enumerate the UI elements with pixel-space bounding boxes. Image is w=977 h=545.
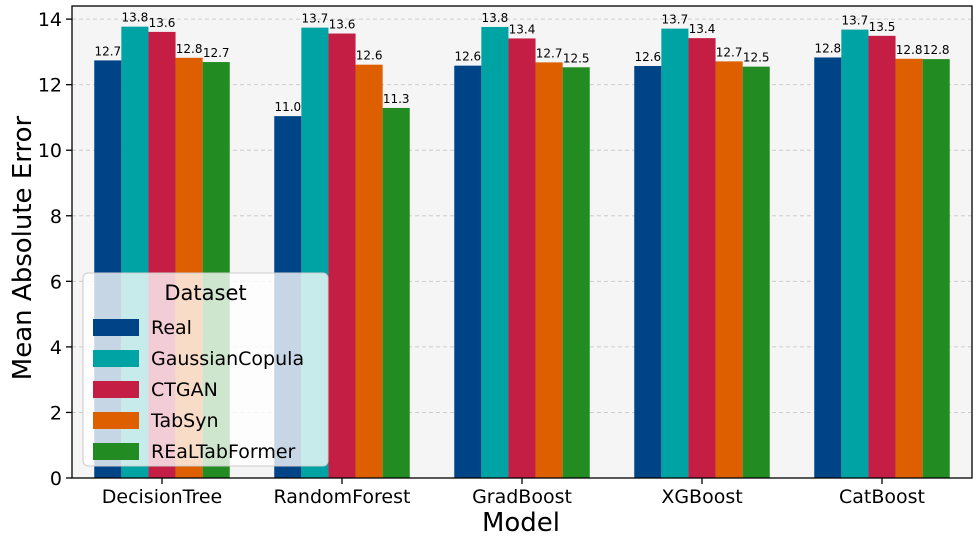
legend-label: GaussianCopula bbox=[151, 348, 304, 370]
y-axis-title: Mean Absolute Error bbox=[8, 116, 38, 381]
y-tick-label: 0 bbox=[50, 468, 62, 490]
bar bbox=[922, 59, 950, 478]
x-tick-label: CatBoost bbox=[839, 486, 925, 508]
bar bbox=[481, 26, 509, 478]
bar bbox=[814, 57, 842, 478]
x-axis-title: Model bbox=[482, 508, 560, 538]
legend-label: TabSyn bbox=[150, 410, 219, 432]
bar-value-label: 13.8 bbox=[482, 11, 509, 25]
legend-title: Dataset bbox=[164, 281, 246, 305]
y-tick-label: 2 bbox=[50, 402, 62, 424]
bar-value-label: 13.7 bbox=[662, 13, 689, 27]
bar bbox=[688, 38, 716, 478]
bar-value-labels: 12.713.8 13.612.8 12.711.013.7 13.612.611.3… bbox=[94, 11, 949, 114]
bar-value-label: 13.7 bbox=[302, 12, 329, 26]
bar bbox=[634, 65, 662, 478]
bar-value-label: 12.7 bbox=[716, 45, 743, 59]
y-tick-label: 4 bbox=[50, 337, 62, 359]
bar-value-label: 12.8 bbox=[814, 41, 841, 55]
bar-value-label: 12.7 bbox=[203, 46, 230, 60]
bar bbox=[841, 29, 869, 478]
bar bbox=[895, 58, 923, 479]
y-axis: 0 2 4 6 8 10 12 14 bbox=[38, 9, 72, 490]
bar-value-label: 13.7 bbox=[842, 14, 869, 28]
bar-value-label: 11.3 bbox=[383, 92, 410, 106]
x-tick-label: DecisionTree bbox=[102, 486, 222, 508]
bar-value-label: 12.5 bbox=[743, 51, 770, 65]
legend-box bbox=[82, 272, 329, 467]
bar-value-label: 11.0 bbox=[274, 100, 301, 114]
bar bbox=[454, 65, 482, 479]
bar-value-label: 12.5 bbox=[563, 51, 590, 65]
y-tick-label: 6 bbox=[50, 271, 62, 293]
legend-swatch bbox=[93, 350, 139, 367]
y-tick-label: 14 bbox=[38, 9, 62, 31]
legend: Dataset Real GaussianCopula CTGAN TabSyn REaL… bbox=[82, 272, 329, 467]
bar-value-label: 13.6 bbox=[149, 16, 176, 30]
legend-swatch bbox=[93, 381, 139, 398]
bar-value-label: 12.7 bbox=[536, 46, 563, 60]
bar bbox=[535, 62, 563, 478]
bar bbox=[742, 66, 770, 478]
x-tick-label: GradBoost bbox=[472, 486, 572, 508]
bar-value-label: 12.8 bbox=[896, 43, 923, 57]
bar-value-label: 12.6 bbox=[454, 50, 481, 64]
bar-value-label: 13.8 bbox=[122, 11, 149, 25]
bar bbox=[355, 64, 383, 478]
bar bbox=[562, 67, 590, 479]
legend-swatch bbox=[93, 412, 139, 429]
legend-swatch bbox=[93, 319, 139, 336]
bar bbox=[382, 107, 410, 478]
bar bbox=[868, 35, 896, 478]
y-tick-label: 12 bbox=[38, 75, 62, 97]
bar-value-label: 12.8 bbox=[923, 43, 950, 57]
bar bbox=[328, 33, 356, 479]
bar-value-label: 13.4 bbox=[689, 22, 716, 36]
legend-swatch bbox=[93, 443, 139, 460]
legend-label: REaLTabFormer bbox=[151, 441, 296, 463]
y-tick-label: 8 bbox=[50, 206, 62, 228]
bar-value-label: 13.5 bbox=[869, 20, 896, 34]
bar bbox=[661, 28, 689, 478]
bar-value-label: 13.6 bbox=[329, 18, 356, 32]
bar-value-label: 12.6 bbox=[356, 49, 383, 63]
bar-value-label: 12.8 bbox=[176, 42, 203, 56]
x-tick-label: XGBoost bbox=[661, 486, 742, 508]
legend-label: CTGAN bbox=[151, 379, 218, 401]
bar-value-label: 12.7 bbox=[94, 44, 121, 58]
x-tick-label: RandomForest bbox=[274, 486, 411, 508]
y-tick-label: 10 bbox=[38, 140, 62, 162]
x-axis: DecisionTree RandomForest GradBoost XGBoost… bbox=[102, 478, 925, 508]
bar bbox=[715, 61, 743, 479]
bar bbox=[508, 38, 536, 478]
bar-value-label: 13.4 bbox=[509, 22, 536, 36]
bar-value-label: 12.6 bbox=[634, 50, 661, 64]
legend-label: Real bbox=[151, 317, 192, 339]
